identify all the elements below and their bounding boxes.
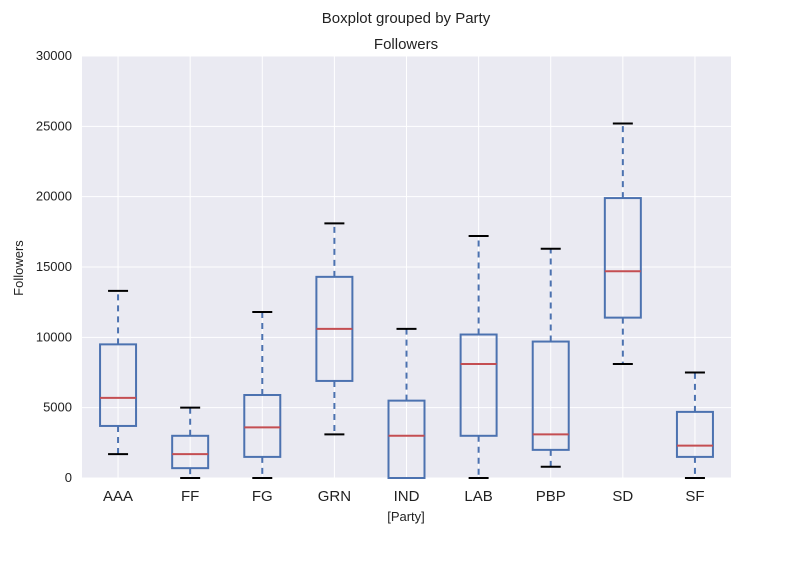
- x-tick-label: FF: [181, 488, 199, 505]
- x-tick-label: GRN: [318, 488, 351, 505]
- x-tick-label: SD: [612, 488, 633, 505]
- x-tick-label: AAA: [103, 488, 133, 505]
- y-tick-label: 20000: [36, 189, 72, 204]
- y-tick-label: 30000: [36, 48, 72, 63]
- chart-title: Followers: [374, 36, 438, 53]
- box-lab: [459, 235, 498, 479]
- y-axis-label: Followers: [11, 240, 26, 296]
- x-tick-label: LAB: [464, 488, 492, 505]
- iqr-box: [459, 333, 498, 437]
- box-fg: [243, 311, 282, 479]
- y-tick-label: 25000: [36, 118, 72, 133]
- x-tick-label: FG: [252, 488, 273, 505]
- y-axis-ticks: 0 5000 10000 15000 20000 25000 30000: [36, 48, 72, 485]
- box-aaa: [99, 289, 138, 456]
- iqr-box: [243, 394, 282, 458]
- box-series: [99, 122, 714, 479]
- x-tick-label: IND: [394, 488, 420, 505]
- box-sf: [675, 371, 714, 479]
- box-grn: [315, 222, 354, 436]
- box-ind: [387, 327, 426, 479]
- x-tick-label: SF: [685, 488, 704, 505]
- y-tick-label: 5000: [43, 400, 72, 415]
- iqr-box: [171, 434, 210, 470]
- x-tick-label: PBP: [536, 488, 566, 505]
- iqr-box: [603, 197, 642, 319]
- iqr-box: [99, 343, 138, 427]
- chart-suptitle: Boxplot grouped by Party: [322, 10, 491, 27]
- y-tick-label: 10000: [36, 329, 72, 344]
- x-axis-label: [Party]: [387, 509, 425, 524]
- x-axis-ticks: AAA FF FG GRN IND LAB PBP SD SF: [103, 488, 704, 505]
- iqr-box: [531, 340, 570, 451]
- y-tick-label: 0: [65, 470, 72, 485]
- box-ff: [171, 406, 210, 479]
- iqr-box: [387, 399, 426, 479]
- iqr-box: [675, 410, 714, 458]
- box-sd: [603, 122, 642, 366]
- box-pbp: [531, 247, 570, 468]
- y-tick-label: 15000: [36, 259, 72, 274]
